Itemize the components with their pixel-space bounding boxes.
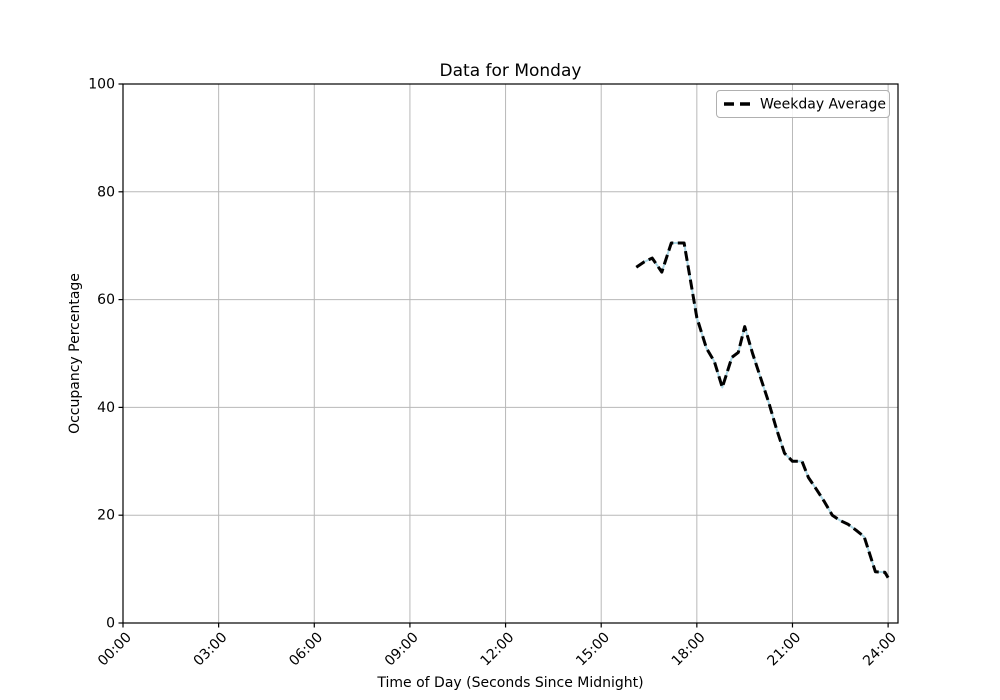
x-tick-label: 03:00 <box>191 630 231 670</box>
y-tick-label: 20 <box>97 508 115 524</box>
y-tick-label: 60 <box>97 292 115 308</box>
x-tick-label: 21:00 <box>764 630 804 670</box>
plot-area: 00:00 03:00 06:00 09:00 12:00 15:00 18:00 21:00… <box>88 77 900 670</box>
x-tick-label: 12:00 <box>478 630 518 670</box>
legend-box <box>716 90 890 118</box>
y-tick-label: 0 <box>106 616 115 632</box>
series-weekday-average-line <box>635 241 890 579</box>
x-tick-label: 15:00 <box>573 630 613 670</box>
y-tick-label: 80 <box>97 184 115 200</box>
x-tick-label: 06:00 <box>286 630 326 670</box>
x-tick-label: 00:00 <box>95 630 135 670</box>
plot-background <box>123 84 898 623</box>
x-tick-label: 09:00 <box>382 630 422 670</box>
legend: Weekday Average <box>716 90 890 118</box>
x-axis-label: Time of Day (Seconds Since Midnight) <box>376 675 643 691</box>
y-tick-label: 100 <box>88 77 115 93</box>
y-axis-label: Occupancy Percentage <box>67 273 83 434</box>
x-tick-label: 24:00 <box>860 630 900 670</box>
plot-border <box>122 83 899 624</box>
chart-title: Data for Monday <box>440 61 582 81</box>
x-tick-label: 18:00 <box>669 630 709 670</box>
legend-entry-label: Weekday Average <box>760 97 886 113</box>
y-tick-label: 40 <box>97 400 115 416</box>
